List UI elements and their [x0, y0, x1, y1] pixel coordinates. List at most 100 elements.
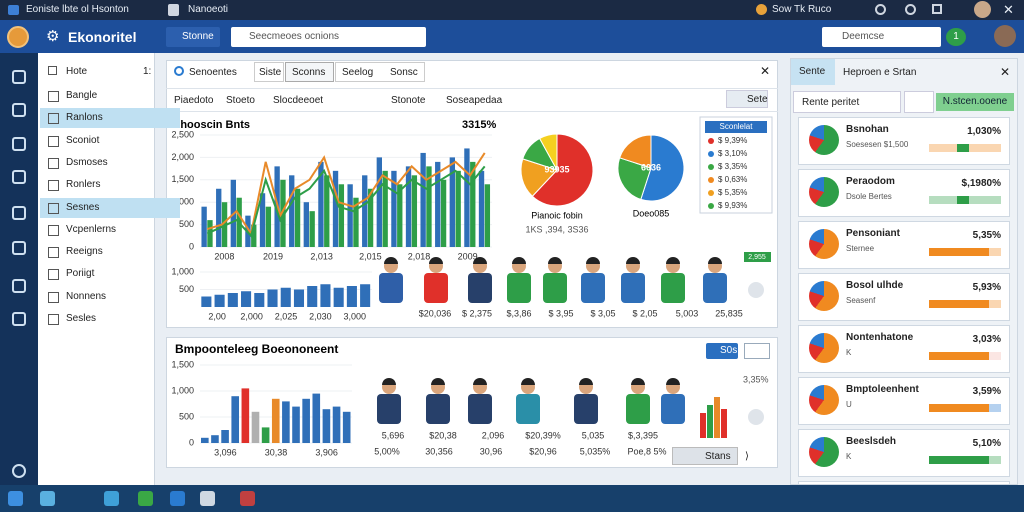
taskbar-icon[interactable]: [240, 491, 255, 506]
panel-action[interactable]: Sete: [726, 90, 768, 108]
help-button[interactable]: [875, 4, 886, 15]
subtab[interactable]: Slocdeeoet: [273, 95, 324, 106]
card[interactable]: Bosol ulhde Seasenf 5,93%: [798, 273, 1010, 321]
bar: [294, 188, 301, 247]
card-percent: 1,030%: [967, 126, 1001, 137]
card[interactable]: Peraodom Dsole Bertes $,1980%: [798, 169, 1010, 217]
person-label: $20,96: [529, 446, 557, 456]
sidebar-item[interactable]: Sconiot: [40, 131, 180, 151]
bar: [280, 287, 291, 307]
panel-button[interactable]: S0s: [706, 343, 738, 359]
sidebar-icon: [48, 269, 59, 281]
rail-icon[interactable]: [12, 312, 26, 326]
sidebar-item[interactable]: Ronlers: [40, 175, 180, 195]
bar: [391, 170, 397, 247]
sidebar-item[interactable]: Poriigt: [40, 264, 180, 284]
sidebar-item[interactable]: Nonnens: [40, 287, 180, 307]
taskbar-icon[interactable]: [8, 491, 23, 506]
card[interactable]: Bsnohan Soesesen $1,500 1,030%: [798, 117, 1010, 165]
tab[interactable]: Seelog: [335, 62, 425, 82]
bar: [261, 427, 270, 443]
card-sub: Soesesen $1,500: [846, 140, 909, 149]
sidebar-item[interactable]: Sesles: [40, 309, 180, 329]
avatar[interactable]: [974, 1, 991, 18]
close-window[interactable]: ✕: [1003, 2, 1014, 17]
subtab[interactable]: Stonote: [391, 95, 426, 106]
header-button[interactable]: Stonne: [166, 27, 220, 47]
right-input[interactable]: Rente peritet: [793, 91, 901, 113]
clock-button[interactable]: [905, 4, 916, 15]
rail-icon[interactable]: [12, 103, 26, 117]
sidebar-item[interactable]: Vcpenlerns: [40, 220, 180, 240]
sidebar-item[interactable]: Sesnes: [40, 197, 180, 218]
card-sub: Dsole Bertes: [846, 192, 892, 201]
right-tab[interactable]: Sente: [791, 59, 835, 85]
sidebar-item[interactable]: Ranlons: [40, 108, 180, 129]
maximize-button[interactable]: [932, 4, 942, 14]
bar: [333, 287, 344, 307]
sidebar-item[interactable]: Reeigns: [40, 242, 180, 262]
rail-icon[interactable]: [12, 137, 26, 151]
rail-icon[interactable]: [12, 241, 26, 255]
right-panel: Sente Heproen e Srtan ✕ Rente peritet N.…: [790, 58, 1018, 485]
taskbar-icon[interactable]: [170, 491, 185, 506]
legend-dot: [708, 164, 714, 170]
subtab[interactable]: Soseapedaa: [446, 95, 503, 106]
card[interactable]: Bmptoleenhent U 3,59%: [798, 377, 1010, 425]
rail-icon[interactable]: [12, 70, 26, 84]
legend-item: $ 3,10%: [718, 149, 747, 158]
sidebar-item[interactable]: Bangle: [40, 86, 180, 106]
card-bar: [929, 248, 989, 256]
deco-bar: [714, 397, 720, 438]
x-tick-label: 2009: [458, 251, 478, 261]
close-panel[interactable]: ✕: [760, 64, 771, 78]
search-box-right[interactable]: Deemcse: [822, 27, 941, 47]
card-bar: [957, 144, 969, 152]
taskbar-icon[interactable]: [40, 491, 55, 506]
next-button[interactable]: [748, 282, 764, 298]
pie-label: Pianoic fobin: [531, 210, 583, 220]
right-input[interactable]: [904, 91, 934, 113]
sidebar-icon: [48, 202, 59, 214]
card-name: Beeslsdeh: [846, 436, 897, 447]
bar: [332, 406, 341, 443]
card[interactable]: NoonabliateK1,13%: [798, 481, 1010, 484]
dropdown[interactable]: [744, 343, 770, 359]
pager-next[interactable]: ⟩: [745, 451, 749, 462]
card-percent: 3,59%: [972, 386, 1001, 397]
tab[interactable]: Senoentes: [189, 67, 237, 78]
pie-slice: [640, 134, 685, 202]
card[interactable]: Nontenhatone K 3,03%: [798, 325, 1010, 373]
next-button[interactable]: [748, 409, 764, 425]
subtab[interactable]: Stoeto: [226, 95, 255, 106]
person-body: [621, 273, 645, 303]
tab[interactable]: Siste: [254, 62, 284, 82]
brand: Ekonoritel: [68, 29, 137, 45]
notification-badge[interactable]: 1: [946, 28, 966, 46]
pager-control[interactable]: Stans: [672, 447, 738, 465]
rail-icon[interactable]: [12, 464, 26, 478]
card-sub: Seasenf: [846, 296, 876, 305]
tab[interactable]: Sonsc: [390, 67, 418, 78]
window-tab[interactable]: Nanoeoti: [188, 4, 229, 15]
close-right[interactable]: ✕: [1000, 65, 1011, 79]
window-user[interactable]: Sow Tk Ruco: [772, 4, 832, 15]
search-box[interactable]: Seecmeoes ocnions: [231, 27, 426, 47]
tab[interactable]: Sconns: [285, 62, 334, 82]
taskbar-icon[interactable]: [104, 491, 119, 506]
panel-note: 3,35%: [743, 374, 769, 384]
x-tick-label: 2,00: [208, 311, 226, 321]
card[interactable]: Pensoniant Sternee 5,35%: [798, 221, 1010, 269]
rail-icon[interactable]: [12, 170, 26, 184]
card[interactable]: Beeslsdeh K 5,10%: [798, 429, 1010, 477]
taskbar-icon[interactable]: [200, 491, 215, 506]
taskbar-icon[interactable]: [138, 491, 153, 506]
person-label: $20,38: [429, 430, 457, 440]
rail-icon[interactable]: [12, 279, 26, 293]
sidebar-item[interactable]: Dsmoses: [40, 153, 180, 173]
sidebar-title: Hote: [66, 66, 88, 77]
right-button[interactable]: N.stcen.ooene: [936, 93, 1014, 111]
subtab[interactable]: Piaedoto: [174, 95, 214, 106]
avatar[interactable]: [994, 25, 1016, 47]
rail-icon[interactable]: [12, 206, 26, 220]
